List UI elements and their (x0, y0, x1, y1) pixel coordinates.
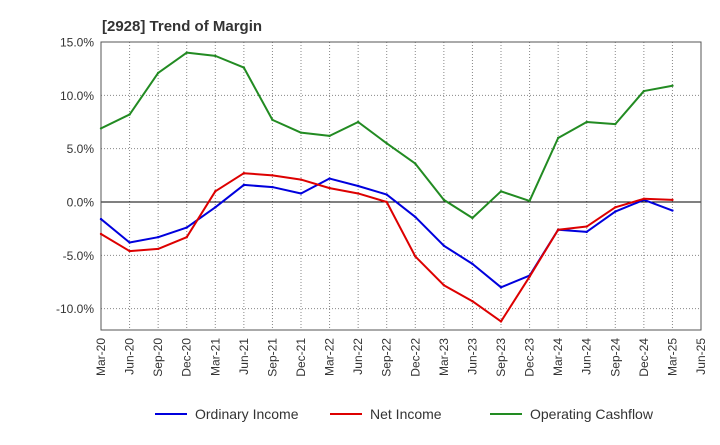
x-tick-label: Jun-21 (237, 338, 251, 375)
grid-lines (100, 41, 702, 330)
data-point (614, 210, 617, 213)
data-point (271, 118, 274, 122)
data-point (299, 178, 303, 181)
legend-label: Operating Cashflow (530, 406, 654, 422)
x-tick-label: Sep-21 (265, 338, 279, 377)
data-point (442, 244, 446, 247)
legend-label: Net Income (370, 406, 442, 422)
data-point (614, 206, 617, 209)
x-tick-label: Sep-20 (151, 338, 165, 377)
data-point (156, 247, 160, 251)
data-point (328, 186, 331, 190)
data-point (214, 190, 217, 193)
data-point (185, 226, 188, 229)
x-tick-label: Mar-25 (665, 338, 679, 376)
data-point (556, 136, 560, 140)
data-point (128, 113, 131, 116)
x-tick-label: Jun-22 (351, 338, 365, 375)
data-point (642, 197, 646, 200)
y-tick-label: 15.0% (60, 36, 94, 50)
data-point (614, 122, 617, 126)
chart-title: [2928] Trend of Margin (102, 18, 262, 35)
x-tick-label: Dec-22 (408, 338, 422, 377)
data-point (499, 190, 503, 193)
data-point (671, 209, 674, 212)
data-point (214, 206, 217, 209)
y-tick-label: 10.0% (60, 89, 94, 103)
x-tick-label: Jun-23 (465, 338, 479, 375)
axes: 15.0% 10.0% 5.0% 0.0% -5.0% -10.0% Mar-20 Jun-2… (56, 36, 708, 377)
x-tick-label: Jun-24 (580, 338, 594, 375)
data-point (242, 172, 246, 175)
data-point (528, 275, 531, 278)
data-point (271, 174, 274, 177)
data-point (185, 51, 188, 54)
data-point (471, 216, 474, 220)
data-point (671, 84, 674, 87)
data-point (356, 120, 360, 124)
data-point (128, 249, 131, 253)
data-point (299, 131, 303, 134)
data-point (99, 217, 103, 221)
data-point (471, 300, 474, 303)
y-tick-label: -10.0% (56, 302, 94, 316)
data-point (385, 200, 388, 204)
legend: Ordinary Income Net Income Operating Cashf… (155, 406, 654, 422)
data-point (99, 232, 103, 236)
x-tick-label: Mar-24 (551, 338, 565, 376)
data-point (242, 66, 246, 69)
data-point (499, 286, 503, 289)
x-tick-label: Jun-20 (123, 338, 137, 375)
data-point (528, 199, 531, 203)
data-point (642, 89, 646, 93)
x-tick-label: Dec-23 (523, 338, 537, 377)
data-point (99, 127, 103, 130)
x-tick-label: Mar-22 (323, 338, 337, 376)
data-point (671, 198, 674, 202)
data-point (356, 192, 360, 195)
x-tick-label: Dec-20 (180, 338, 194, 377)
data-point (156, 236, 160, 239)
x-tick-label: Sep-22 (380, 338, 394, 377)
data-point (471, 262, 474, 266)
data-point (214, 54, 217, 58)
series-lines (99, 51, 674, 323)
data-point (556, 228, 560, 231)
x-tick-label: Mar-20 (94, 338, 108, 376)
data-point (442, 198, 446, 202)
data-point (499, 320, 503, 323)
legend-label: Ordinary Income (195, 406, 299, 422)
data-point (585, 230, 588, 234)
y-tick-label: 0.0% (67, 196, 95, 210)
data-point (242, 183, 246, 187)
plot-frame (100, 41, 702, 331)
data-point (585, 225, 588, 228)
x-tick-label: Sep-23 (494, 338, 508, 377)
data-point (385, 193, 388, 196)
x-tick-label: Dec-24 (637, 338, 651, 377)
data-point (271, 185, 274, 189)
data-point (156, 71, 160, 75)
x-tick-label: Mar-21 (208, 338, 222, 376)
data-point (185, 236, 188, 239)
data-point (328, 177, 331, 180)
y-tick-label: 5.0% (67, 142, 95, 156)
data-point (299, 192, 303, 195)
data-point (585, 120, 588, 124)
data-point (328, 134, 331, 138)
x-tick-label: Sep-24 (608, 338, 622, 377)
data-point (128, 241, 131, 244)
x-tick-label: Dec-21 (294, 338, 308, 377)
data-point (414, 162, 417, 165)
data-point (385, 142, 388, 145)
x-tick-label: Mar-23 (437, 338, 451, 376)
x-tick-label: Jun-25 (694, 338, 708, 375)
data-point (356, 184, 360, 188)
data-point (414, 215, 417, 219)
y-tick-label: -5.0% (63, 249, 95, 263)
data-point (442, 284, 446, 287)
data-point (414, 255, 417, 258)
